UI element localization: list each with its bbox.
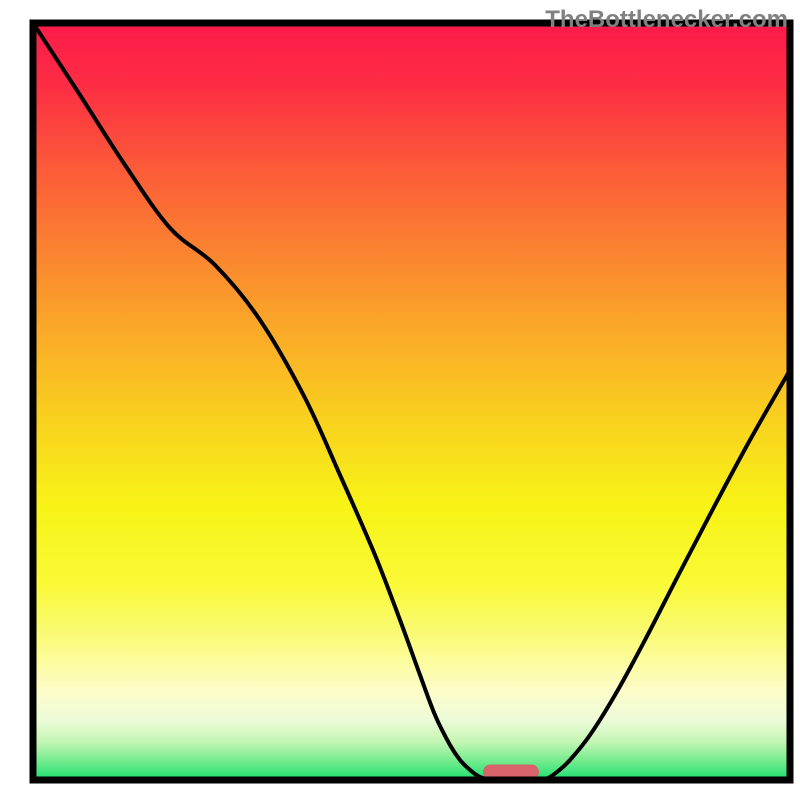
plot-background bbox=[33, 23, 790, 780]
chart-svg bbox=[0, 0, 800, 800]
watermark-text: TheBottlenecker.com bbox=[545, 6, 788, 34]
chart-container: TheBottlenecker.com bbox=[0, 0, 800, 800]
